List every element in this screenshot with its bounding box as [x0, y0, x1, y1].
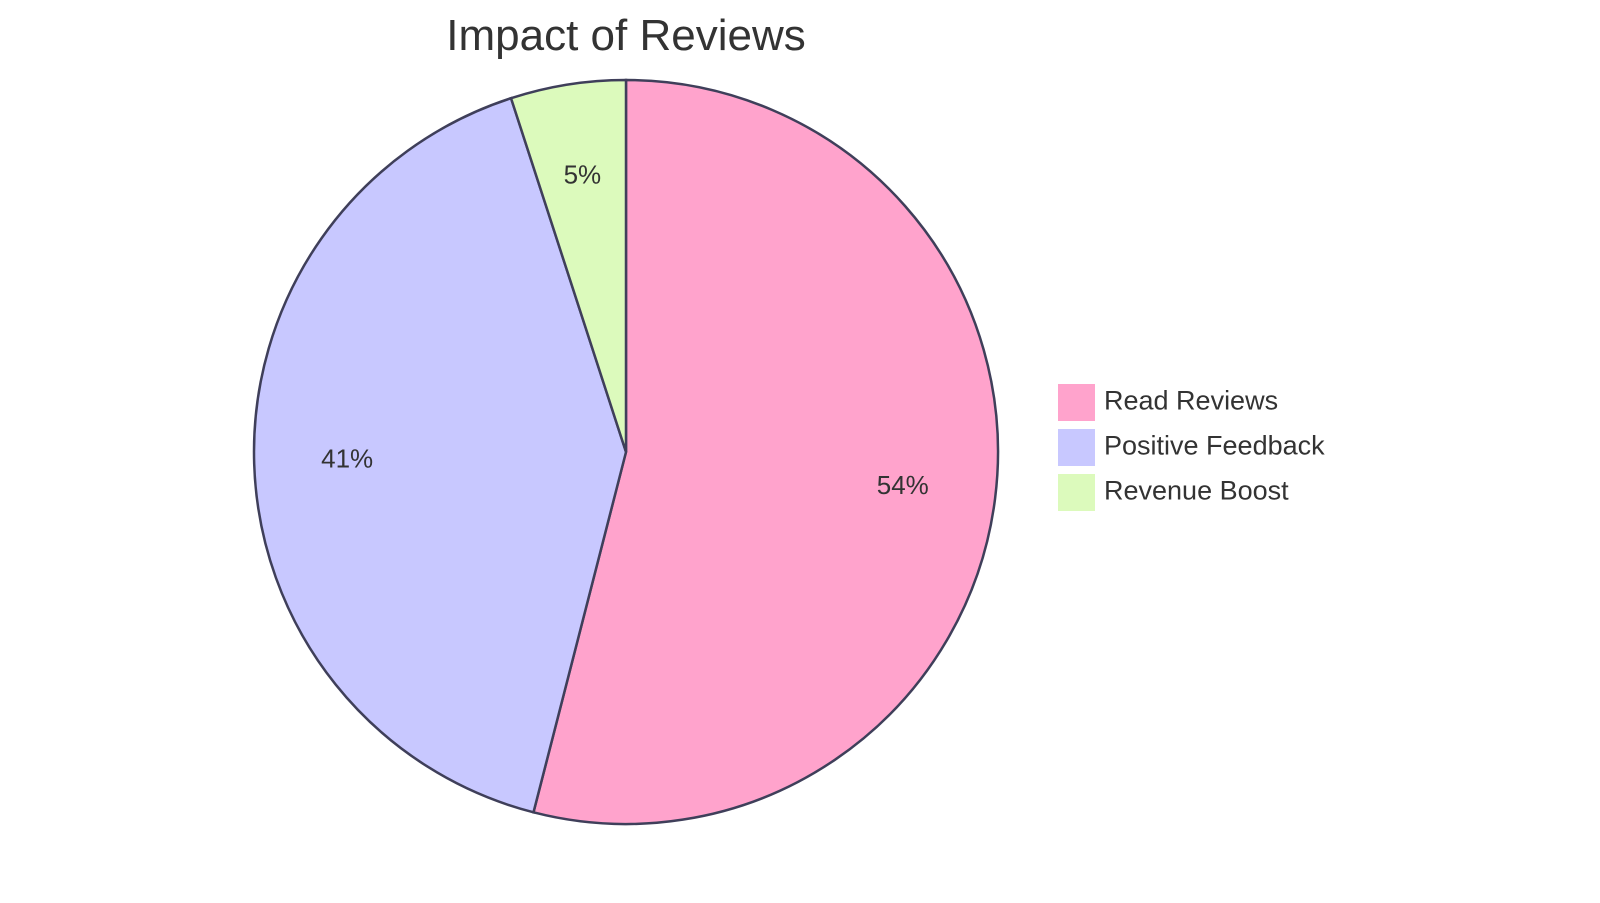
legend-swatch-positive-feedback — [1058, 429, 1095, 466]
pie-slice-label-read-reviews: 54% — [877, 470, 929, 500]
legend-swatch-read-reviews — [1058, 384, 1095, 421]
legend-label-positive-feedback: Positive Feedback — [1104, 431, 1325, 461]
pie-slice-label-revenue-boost: 5% — [564, 159, 602, 189]
pie-slice-revenue-boost — [509, 78, 628, 453]
chart-title: Impact of Reviews — [446, 11, 805, 60]
legend-swatch-revenue-boost — [1058, 474, 1095, 511]
pie-slice-labels: 54% 41% 5% — [321, 159, 929, 500]
legend-label-revenue-boost: Revenue Boost — [1104, 476, 1289, 506]
pie-slice-read-reviews — [531, 78, 1000, 826]
pie-slice-label-positive-feedback: 41% — [321, 444, 373, 474]
pie-slice-positive-feedback — [252, 96, 628, 814]
legend-label-read-reviews: Read Reviews — [1104, 386, 1278, 416]
chart-legend: Read Reviews Positive Feedback Revenue Boo… — [1058, 384, 1325, 511]
pie-slices — [252, 78, 1000, 826]
